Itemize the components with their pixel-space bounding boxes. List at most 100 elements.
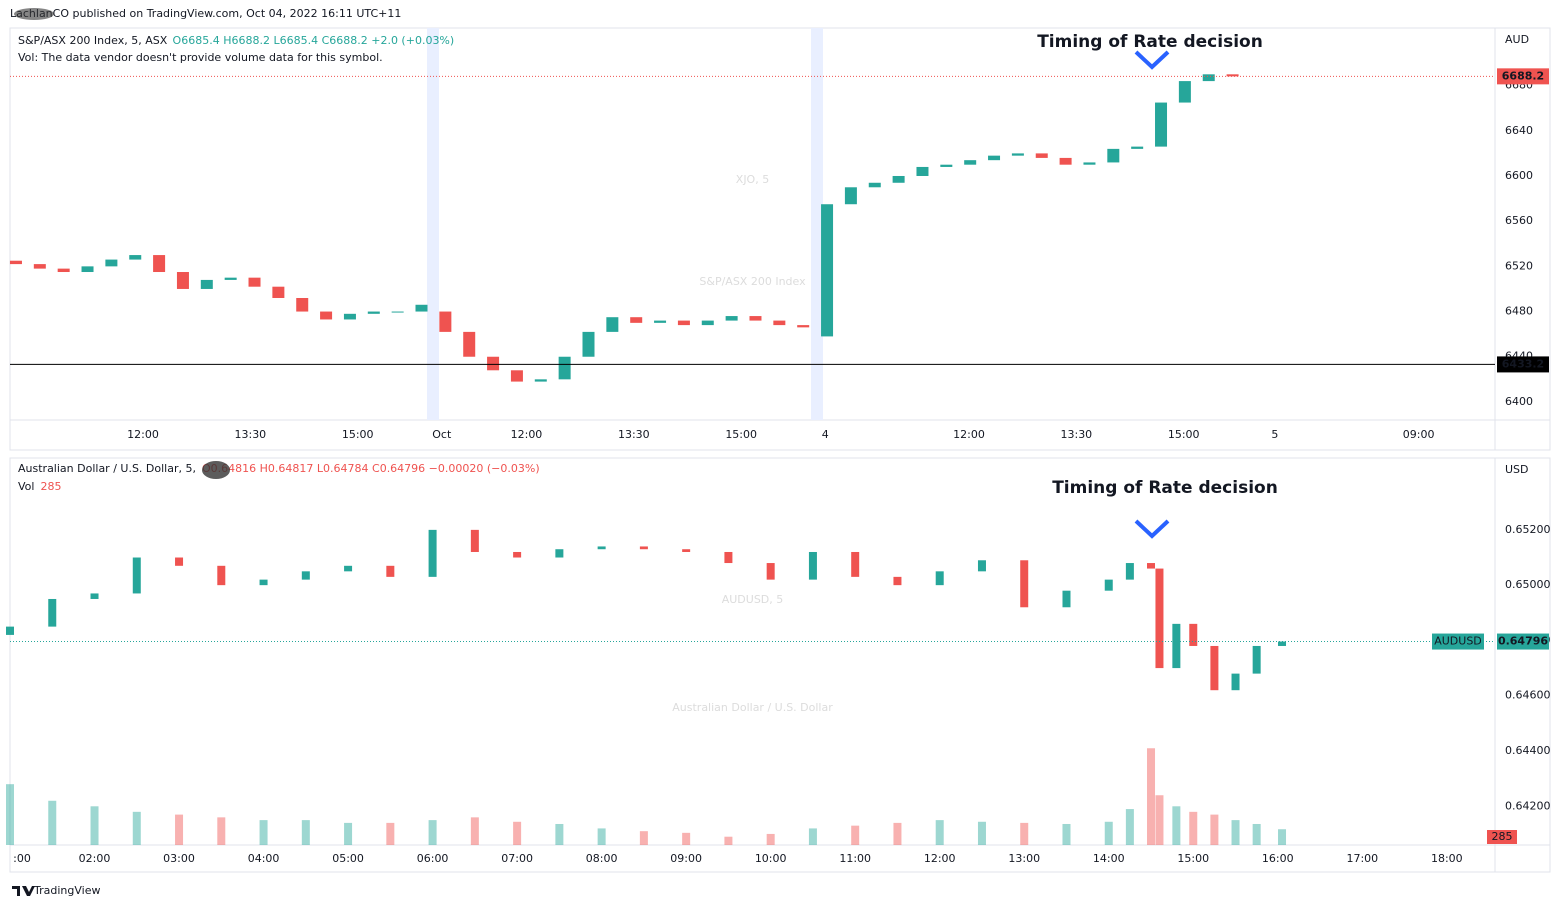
volume-bar <box>1104 821 1113 845</box>
x-tick-label: 13:00 <box>1008 852 1040 865</box>
y-tick-label: 6640 <box>1505 124 1533 137</box>
logo <box>12 886 35 896</box>
candle-body <box>1172 623 1181 669</box>
y-tick-label: 6600 <box>1505 169 1533 182</box>
volume-bar <box>1125 809 1134 845</box>
volume-bar <box>1278 829 1287 845</box>
candle-body <box>57 268 70 273</box>
volume-bar <box>175 814 184 845</box>
candle-body <box>851 551 860 577</box>
x-tick-label: 18:00 <box>1431 852 1463 865</box>
hline-badge-bg <box>1497 356 1549 373</box>
candle-body <box>724 551 733 564</box>
candle-body <box>964 160 977 165</box>
session-break <box>427 28 439 420</box>
watermark: XJO, 5 <box>736 173 769 186</box>
volume-bar <box>851 825 860 845</box>
candle-body <box>892 175 905 183</box>
candle-body <box>654 320 667 323</box>
x-tick-label: 15:00 <box>725 428 757 441</box>
published-line: LachlanCO published on TradingView.com, … <box>10 7 401 20</box>
watermark-subtitle: Australian Dollar / U.S. Dollar <box>672 701 833 714</box>
candle-body <box>773 320 786 326</box>
volume-bar <box>259 820 268 845</box>
candle-body <box>132 557 141 594</box>
candle-body <box>582 331 595 357</box>
volume-bar <box>6 784 14 845</box>
candle-body <box>301 571 310 580</box>
volume-note: Vol: The data vendor doesn't provide vol… <box>18 51 383 64</box>
candle-body <box>367 311 380 314</box>
volume-value: 285 <box>40 480 61 493</box>
x-tick-label: 12:00 <box>953 428 985 441</box>
last-price-badge: 6688.2 <box>1502 69 1544 82</box>
candle-body <box>1104 579 1113 591</box>
candle-body <box>391 311 404 313</box>
last-price-badge-bg <box>1497 633 1549 650</box>
candle-body <box>259 579 268 586</box>
candle-body <box>555 549 564 558</box>
x-tick-label: 13:30 <box>618 428 650 441</box>
candle-body <box>510 370 523 382</box>
hline-badge: 6433.2 <box>1502 357 1544 370</box>
x-tick-label: 09:00 <box>1403 428 1435 441</box>
x-tick-label: 12:00 <box>924 852 956 865</box>
volume-bar <box>132 811 141 845</box>
candle-body <box>1131 146 1144 149</box>
volume-bar <box>386 822 395 845</box>
x-tick-label: 04:00 <box>248 852 280 865</box>
candle-body <box>749 316 762 321</box>
volume-bar <box>935 820 944 845</box>
x-tick-label: 11:00 <box>839 852 871 865</box>
candle-body <box>105 259 118 267</box>
candle-body <box>821 204 834 337</box>
chart-title: S&P/ASX 200 Index, 5, ASX O6685.4 H6688.2… <box>18 34 454 47</box>
candle-body <box>682 549 691 552</box>
ohlc-readout: O6685.4 H6688.2 L6685.4 C6688.2 +2.0 (+0… <box>173 34 455 47</box>
x-tick-label: Oct <box>432 428 452 441</box>
top-frame <box>9 27 1551 451</box>
candle-body <box>1147 563 1156 569</box>
x-tick-label: 15:00 <box>342 428 374 441</box>
candle-body <box>1125 563 1134 580</box>
volume-bar <box>808 828 817 845</box>
x-tick-label: 13:30 <box>234 428 266 441</box>
scribble <box>202 461 230 479</box>
y-tick-label: 0.64600 <box>1505 689 1551 702</box>
last-price-badge-bg <box>1497 68 1549 85</box>
volume-bar <box>766 833 775 845</box>
volume-bar <box>48 800 57 845</box>
candle-body <box>487 356 500 371</box>
candle-body <box>1278 641 1287 646</box>
candle-body <box>1020 560 1029 608</box>
volume-bar <box>682 832 691 845</box>
candle-body <box>439 311 452 332</box>
y-tick-label: 0.65000 <box>1505 578 1551 591</box>
candle-body <box>725 316 738 321</box>
volume-bar <box>597 828 606 845</box>
last-price-badge: 0.64796 <box>1498 635 1548 648</box>
candle-body <box>1252 645 1261 674</box>
annotation-arrow <box>1134 50 1170 70</box>
y-tick-label: 0.64400 <box>1505 744 1551 757</box>
candle-body <box>6 626 14 635</box>
ohlc-readout: O0.64816 H0.64817 L0.64784 C0.64796 −0.0… <box>202 462 540 475</box>
volume-bar <box>470 817 479 845</box>
volume-bar <box>555 823 564 845</box>
volume-bar <box>217 817 226 845</box>
candle-body <box>1202 74 1215 82</box>
x-tick-label: 06:00 <box>417 852 449 865</box>
candle-body <box>935 571 944 586</box>
x-tick-label: 02:00 <box>79 852 111 865</box>
volume-bar <box>513 821 522 845</box>
candle-body <box>597 546 606 550</box>
x-tick-label: 03:00 <box>163 852 195 865</box>
volume-bar <box>1210 814 1219 845</box>
x-tick-label: 10:00 <box>755 852 787 865</box>
y-tick-label: 6520 <box>1505 259 1533 272</box>
candle-body <box>33 264 46 269</box>
x-tick-label: 5 <box>1271 428 1278 441</box>
x-tick-label: :00 <box>13 852 31 865</box>
candle-body <box>200 279 213 289</box>
x-tick-label: 15:00 <box>1168 428 1200 441</box>
